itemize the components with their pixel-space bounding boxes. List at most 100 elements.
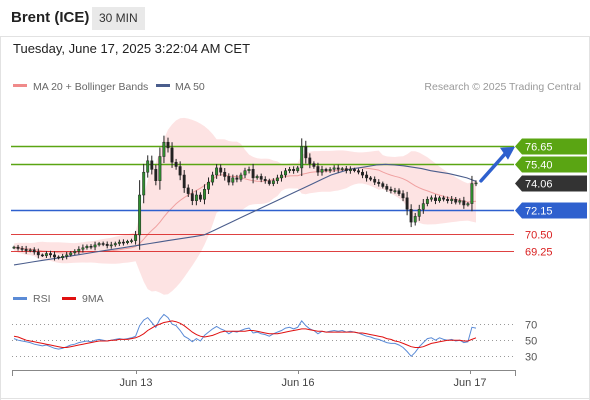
candle-body <box>203 189 206 200</box>
candle <box>215 164 219 179</box>
candle <box>190 189 194 206</box>
candle <box>373 176 377 186</box>
rsi-ma-legend-label: 9MA <box>82 293 104 305</box>
candle <box>49 250 52 258</box>
candle <box>357 168 360 175</box>
level-tag-72.15 <box>515 202 587 219</box>
candle <box>239 172 243 182</box>
candle <box>158 147 162 190</box>
candle-body <box>130 240 133 242</box>
candle-body <box>373 179 377 183</box>
level-labels-layer: 76.65 75.40 74.06 72.15 70.50 69.25 <box>515 138 587 259</box>
candle-body <box>369 177 373 180</box>
time-axis-labels: Jun 13 Jun 16 Jun 17 <box>119 370 487 389</box>
candle-body <box>454 199 458 203</box>
candle-body <box>300 146 304 169</box>
candle-body <box>190 193 194 201</box>
candle-body <box>117 241 121 244</box>
candle <box>32 247 36 255</box>
candle <box>397 188 401 196</box>
candle <box>40 253 44 257</box>
candle <box>178 161 182 181</box>
candle <box>170 142 174 168</box>
candle-body <box>207 181 210 190</box>
candle <box>211 171 215 186</box>
candle-body <box>304 146 308 159</box>
level-label-74.06: 74.06 <box>525 179 553 191</box>
candle <box>361 169 364 179</box>
candle <box>450 195 454 204</box>
candle <box>409 204 413 228</box>
time-label-0: Jun 13 <box>119 377 152 389</box>
candle-body <box>166 141 170 149</box>
candle <box>150 155 154 175</box>
candle <box>267 178 271 186</box>
candle <box>142 163 146 204</box>
header-bar: Brent (ICE) 30 MIN <box>0 0 590 37</box>
candle <box>275 174 279 184</box>
candle <box>312 161 316 169</box>
candle-body <box>174 161 178 167</box>
moving-average-layer <box>13 163 477 266</box>
candle <box>97 241 101 247</box>
candle-body <box>146 160 150 173</box>
candle-body <box>429 197 433 200</box>
level-tag-74.06 <box>515 175 587 192</box>
candle <box>429 195 433 202</box>
candle-body <box>198 194 202 200</box>
candle <box>300 138 304 177</box>
candle-body <box>162 141 166 157</box>
instrument-title: Brent (ICE) <box>11 9 90 26</box>
candle <box>425 196 429 207</box>
candle <box>369 176 373 182</box>
candle <box>243 167 247 179</box>
candle <box>166 137 170 153</box>
candle-body <box>77 248 81 252</box>
candle-body <box>284 170 287 176</box>
rsi-level-label-70: 70 <box>525 320 537 332</box>
bollinger-legend-swatch <box>13 84 27 87</box>
candle <box>458 198 462 205</box>
timeframe-button[interactable]: 30 MIN <box>92 7 145 30</box>
candle <box>393 187 397 194</box>
candle-body <box>235 177 239 180</box>
candle <box>219 164 223 176</box>
candle-body <box>61 256 65 258</box>
candle-body <box>385 186 389 190</box>
rsi-legend-label: RSI <box>33 293 51 305</box>
candle <box>352 167 356 173</box>
candle-body <box>247 169 251 171</box>
rsi-ma-legend-swatch <box>62 297 76 300</box>
candle-body <box>409 209 413 223</box>
rsi-ma-line <box>13 320 477 348</box>
candle-body <box>154 169 158 181</box>
credit-text: Research © 2025 Trading Central <box>424 81 581 93</box>
candle <box>336 164 340 173</box>
candle-body <box>324 169 328 171</box>
time-label-2: Jun 17 <box>453 377 486 389</box>
rsi-line <box>13 313 477 358</box>
candle <box>109 241 113 249</box>
level-lines-layer <box>11 145 514 252</box>
candle <box>328 167 332 173</box>
candle <box>65 251 69 260</box>
bollinger-legend-label: MA 20 + Bollinger Bands <box>33 81 148 93</box>
candle-body <box>393 190 397 192</box>
candle-body <box>365 174 369 179</box>
candle <box>344 165 348 174</box>
candle <box>320 165 324 176</box>
level-tag-76.65 <box>515 138 587 155</box>
candle <box>235 174 239 183</box>
candle <box>340 166 344 171</box>
candle <box>77 246 81 255</box>
candle-body <box>16 246 20 249</box>
candle-body <box>93 244 97 248</box>
candle-body <box>470 183 474 204</box>
forecast-arrow-shaft <box>479 151 508 183</box>
candle <box>381 181 385 189</box>
candle-body <box>223 171 227 177</box>
candle-body <box>32 249 36 253</box>
candle-body <box>227 176 231 183</box>
